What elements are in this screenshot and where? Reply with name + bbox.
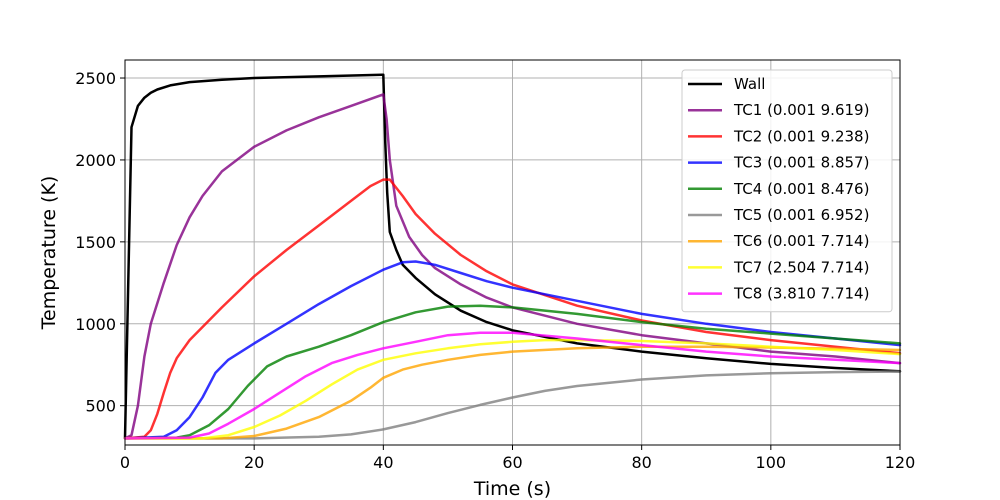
x-tick-label: 100 xyxy=(756,453,787,472)
series-line-tc3 xyxy=(123,260,902,440)
legend-label: TC5 (0.001 6.952) xyxy=(733,206,869,224)
legend: Wall TC1 (0.001 9.619) TC2 (0.001 9.238) TC… xyxy=(681,69,893,313)
x-axis-label: Time (s) xyxy=(473,478,551,500)
series-line-tc8 xyxy=(123,331,902,440)
x-tick-label: 60 xyxy=(502,453,522,472)
axis-ticks: 0 20 40 60 80 100 120 500 1000 1500 2000 2500 xyxy=(75,69,915,472)
legend-label: TC6 (0.001 7.714) xyxy=(733,232,869,250)
y-axis-label: Temperature (K) xyxy=(38,176,60,331)
series-line-tc6 xyxy=(123,345,902,440)
series-line-tc4 xyxy=(123,304,902,440)
x-tick-label: 80 xyxy=(631,453,651,472)
legend-label: TC8 (3.810 7.714) xyxy=(733,285,869,303)
legend-box xyxy=(681,69,893,313)
legend-label: TC4 (0.001 8.476) xyxy=(733,180,869,198)
legend-label: TC2 (0.001 9.238) xyxy=(733,127,869,145)
y-tick-label: 500 xyxy=(85,397,116,416)
series-line-tc7 xyxy=(123,338,902,440)
legend-label: TC3 (0.001 8.857) xyxy=(733,154,869,172)
x-tick-label: 20 xyxy=(244,453,264,472)
x-tick-label: 120 xyxy=(885,453,916,472)
plot-series xyxy=(123,73,902,440)
x-tick-label: 0 xyxy=(120,453,130,472)
series-line-tc1 xyxy=(123,93,902,440)
y-tick-label: 1500 xyxy=(75,233,116,252)
y-tick-label: 2000 xyxy=(75,151,116,170)
series-line-tc2 xyxy=(123,178,902,440)
x-tick-label: 40 xyxy=(373,453,393,472)
y-tick-label: 2500 xyxy=(75,69,116,88)
legend-label: TC1 (0.001 9.619) xyxy=(733,101,869,119)
y-tick-label: 1000 xyxy=(75,315,116,334)
legend-label: Wall xyxy=(734,75,765,93)
series-line-tc5 xyxy=(123,370,902,440)
legend-label: TC7 (2.504 7.714) xyxy=(733,258,869,276)
